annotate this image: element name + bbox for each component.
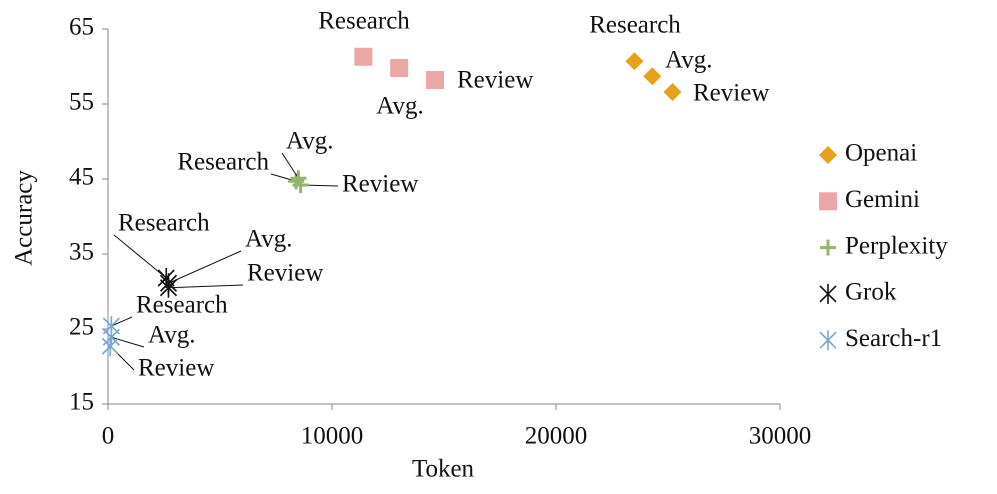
marker [819,192,837,211]
legend-label: Perplexity [845,232,948,259]
marker [819,283,837,304]
leader-line [168,250,242,284]
y-axis-label: Accuracy [11,170,38,266]
legend-label: Search-r1 [845,325,942,352]
leader-line [281,152,299,179]
x-tick-label: 0 [102,423,115,450]
leader-line [113,234,167,279]
y-tick-label: 65 [69,14,94,41]
legend-label: Grok [845,279,897,306]
y-tick-label: 45 [69,164,94,191]
x-tick-label: 10000 [301,423,364,450]
point-label: Research [177,149,269,176]
legend-item: Perplexity [820,232,948,259]
y-tick-label: 25 [69,314,94,341]
point-label: Research [136,292,228,319]
point-label: Review [693,80,769,107]
point-label: Review [247,260,323,287]
point-label: Research [118,210,210,237]
marker [663,83,682,101]
legend-label: Openai [845,140,917,167]
point-label: Avg. [665,47,712,74]
legend-item: Grok [819,279,897,306]
marker [625,52,644,71]
marker [426,71,445,89]
legend-item: Openai [819,140,917,167]
marker [819,330,837,351]
point-label: Avg. [148,322,195,349]
point-label: Avg. [245,226,292,253]
leader-line [168,284,244,289]
leader-line [111,316,133,327]
marker [354,47,373,66]
x-axis-label: Token [412,456,475,483]
point-label: Review [138,355,214,382]
legend-item: Search-r1 [819,325,942,352]
point-label: Review [457,67,533,94]
y-tick-label: 55 [69,89,94,116]
point-label: Avg. [286,128,333,155]
x-tick-label: 20000 [525,423,588,450]
marker [390,59,409,77]
marker [819,146,837,164]
y-tick-label: 15 [69,389,94,416]
point-label: Review [342,171,418,198]
legend-label: Gemini [845,186,920,213]
marker [820,239,836,256]
y-tick-label: 35 [69,239,94,266]
point-label: Research [318,8,410,35]
marker [292,177,309,193]
marker [643,67,662,86]
point-label: Research [589,12,681,39]
marker [159,277,178,298]
legend-item: Gemini [819,186,920,213]
point-label: Avg. [376,93,423,120]
x-tick-label: 30000 [749,423,812,450]
marker [101,336,119,357]
